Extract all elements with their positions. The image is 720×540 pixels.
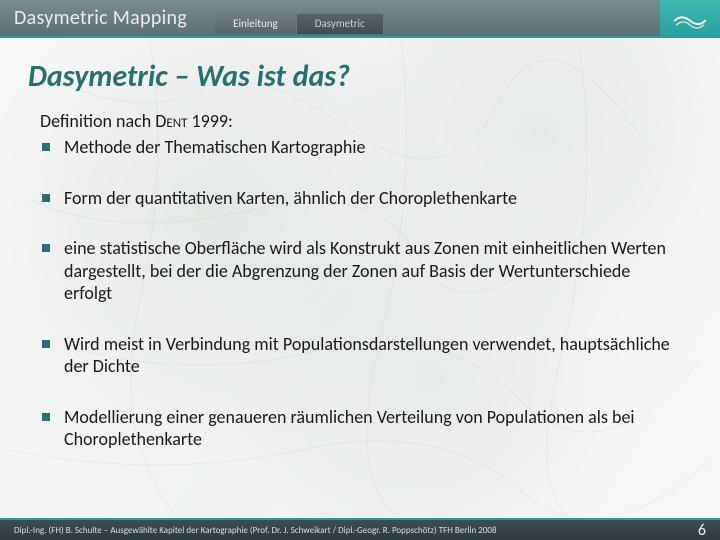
content-area: Definition nach Dent 1999: Methode der T… <box>40 110 680 500</box>
bullet-list: Methode der Thematischen Kartographie Fo… <box>40 136 680 451</box>
list-item: Form der quantitativen Karten, ähnlich d… <box>40 187 680 210</box>
slide: Dasymetric Mapping Einleitung Dasymetric… <box>0 0 720 540</box>
tab-dasymetric[interactable]: Dasymetric <box>297 13 384 34</box>
definition-intro: Definition nach Dent 1999: <box>40 110 680 132</box>
list-item: Methode der Thematischen Kartographie <box>40 136 680 159</box>
wave-icon <box>673 8 707 30</box>
tab-einleitung[interactable]: Einleitung <box>215 13 297 34</box>
header-title: Dasymetric Mapping <box>14 6 187 30</box>
logo-badge <box>660 0 720 38</box>
list-item: eine statistische Oberfläche wird als Ko… <box>40 237 680 305</box>
header-bar: Dasymetric Mapping Einleitung Dasymetric <box>0 0 720 38</box>
footer-bar: Dipl.-Ing. (FH) B. Schulte – Ausgewählte… <box>0 518 720 540</box>
footer-text: Dipl.-Ing. (FH) B. Schulte – Ausgewählte… <box>14 525 497 536</box>
page-number: 6 <box>698 521 706 540</box>
list-item: Wird meist in Verbindung mit Populations… <box>40 333 680 378</box>
list-item: Modellierung einer genaueren räumlichen … <box>40 406 680 451</box>
slide-heading: Dasymetric – Was ist das? <box>28 58 350 95</box>
header-tabs: Einleitung Dasymetric <box>215 3 384 34</box>
